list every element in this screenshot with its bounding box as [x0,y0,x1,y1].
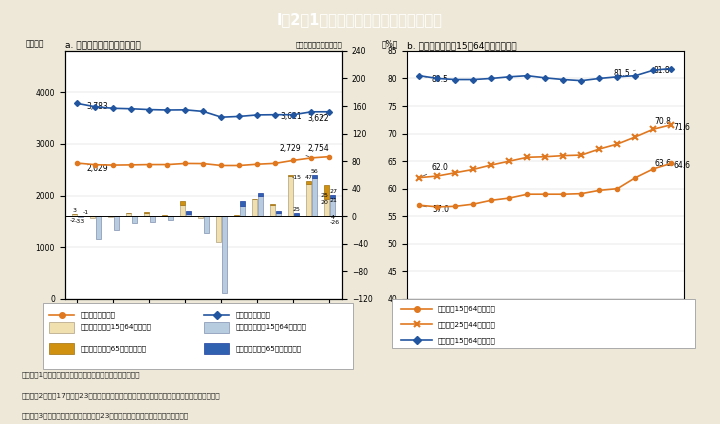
Bar [90,216,95,218]
Text: 3: 3 [73,208,76,213]
Bar [204,343,229,354]
Text: 25: 25 [292,207,300,212]
Text: 就業者数（男性）: 就業者数（男性） [235,312,270,318]
Text: 71.6: 71.6 [673,123,690,132]
Bar [186,211,191,214]
Text: 80.5: 80.5 [422,75,449,84]
Text: 3．就業者数及び就業率の平成23年値は，総務省が補完的に推計した値。: 3．就業者数及び就業率の平成23年値は，総務省が補完的に推計した値。 [22,413,189,419]
Bar [186,214,191,216]
Bar [240,206,245,216]
Bar [234,215,239,216]
Bar [126,213,131,216]
Text: 対前年増減数（65歳以上女性）: 対前年増減数（65歳以上女性） [81,346,146,352]
Bar [216,216,221,242]
Text: 対前年増減数（65歳以上男性）: 対前年増減数（65歳以上男性） [235,346,301,352]
Text: （備考）1．総務省「労働力調査（基本集計）」より作成。: （備考）1．総務省「労働力調査（基本集計）」より作成。 [22,371,140,378]
Text: 就業率（25～44歳女性）: 就業率（25～44歳女性） [438,321,495,328]
Bar [96,216,101,239]
Bar [252,199,257,216]
Bar [72,214,77,216]
Bar [198,216,203,218]
Bar [306,184,311,216]
Text: 57.0: 57.0 [422,205,449,215]
Bar [144,212,149,213]
Text: 62.0: 62.0 [422,164,449,176]
Text: 27: 27 [329,189,337,193]
FancyBboxPatch shape [392,299,695,348]
Bar [240,201,245,206]
Bar [150,216,155,222]
Text: 3,783: 3,783 [80,102,108,111]
Bar [168,216,173,220]
FancyBboxPatch shape [43,303,353,369]
Text: 対前年増減数（15～64歳女性）: 対前年増減数（15～64歳女性） [81,324,151,330]
Bar [312,175,317,178]
Bar [288,176,293,216]
Text: 64.6: 64.6 [673,161,690,170]
Bar [270,204,275,216]
Text: 就業率（15～64歳男性）: 就業率（15～64歳男性） [438,337,495,344]
Bar [204,321,229,333]
Bar [162,215,167,216]
Text: 20: 20 [320,200,328,204]
Text: -26: -26 [329,220,339,226]
Text: b. 生産年齢人口（15～64歳）の就業率: b. 生産年齢人口（15～64歳）の就業率 [407,41,516,50]
Text: 2．平成17年から23年までの値は，時系列接続用数値を用いている（比率を除く。）。: 2．平成17年から23年までの値は，時系列接続用数値を用いている（比率を除く。）… [22,392,220,399]
Text: （対前年増減数：万人）: （対前年増減数：万人） [295,42,342,48]
Text: 対前年増減数（15～64歳男性）: 対前年増減数（15～64歳男性） [235,324,306,330]
Text: 2,729: 2,729 [279,144,309,157]
Text: -15: -15 [292,175,302,180]
Text: 56: 56 [310,168,318,173]
Bar [222,216,227,293]
Bar [294,214,299,216]
Text: 2,754: 2,754 [308,144,330,156]
Text: （%）: （%） [382,39,398,48]
Bar [78,216,83,217]
Bar [288,175,293,176]
Bar [132,216,137,223]
Bar [324,185,329,199]
Bar [276,214,281,216]
Bar [306,181,311,184]
Bar [180,201,185,204]
Bar [50,321,74,333]
Text: -1: -1 [82,210,89,215]
Text: 4: 4 [331,215,336,220]
Bar [324,199,329,216]
Text: 25: 25 [320,193,328,198]
Text: （万人）: （万人） [26,39,45,48]
Text: 47: 47 [305,175,312,180]
Bar [330,198,335,216]
Text: 70.8: 70.8 [654,117,671,126]
Text: 就業率（15～64歳女性）: 就業率（15～64歳女性） [438,305,495,312]
Text: 2,629: 2,629 [80,164,108,173]
Text: 63.6: 63.6 [654,159,671,167]
Text: -2: -2 [70,218,76,223]
Bar [144,213,149,216]
Text: 就業者数（女性）: 就業者数（女性） [81,312,115,318]
Bar [204,216,209,233]
Text: 3,622: 3,622 [308,113,330,123]
Text: 3,621: 3,621 [281,112,309,121]
Bar [180,204,185,216]
Text: 81.5: 81.5 [614,69,636,78]
Text: 81.8: 81.8 [654,66,670,75]
Bar [50,343,74,354]
Bar [258,196,263,216]
Bar [108,216,113,217]
Text: a. 就業者数及び対前年増減数: a. 就業者数及び対前年増減数 [65,41,140,50]
Text: -33: -33 [74,219,84,224]
Bar [114,216,119,230]
Bar [330,195,335,198]
Text: I－2－1図　就業者数及び就業率の推移: I－2－1図 就業者数及び就業率の推移 [277,13,443,28]
Bar [312,178,317,216]
Bar [258,193,263,196]
Bar [276,211,281,214]
Text: 21: 21 [329,198,337,203]
